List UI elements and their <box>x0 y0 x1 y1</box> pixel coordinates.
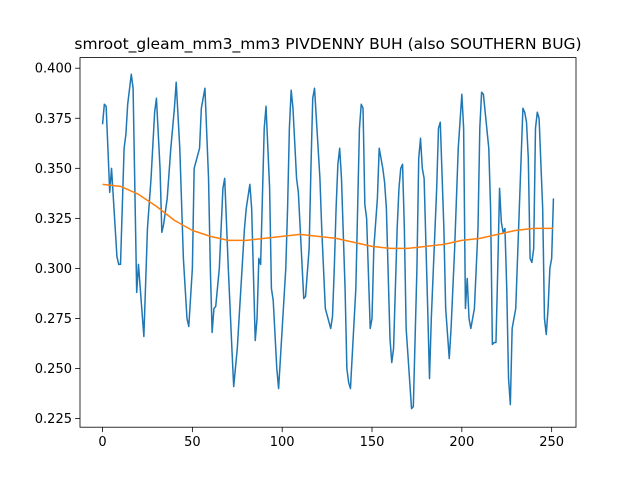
x-tick-label: 0 <box>98 435 106 450</box>
y-tick-label: 0.400 <box>35 62 72 77</box>
x-tick-label: 100 <box>270 435 295 450</box>
y-tick-label: 0.225 <box>35 412 72 427</box>
x-tick-label: 50 <box>184 435 201 450</box>
x-tick-label: 200 <box>449 435 474 450</box>
y-tick-label: 0.325 <box>35 212 72 227</box>
data-line <box>102 183 554 250</box>
data-line <box>101 73 555 410</box>
y-tick-label: 0.250 <box>35 362 72 377</box>
plot-frame <box>79 57 577 428</box>
y-tick-label: 0.300 <box>35 262 72 277</box>
y-tick-label: 0.350 <box>35 162 72 177</box>
y-tick-label: 0.375 <box>35 112 72 127</box>
x-tick-label: 250 <box>539 435 564 450</box>
x-tick-label: 150 <box>360 435 385 450</box>
chart-title: smroot_gleam_mm3_mm3 PIVDENNY BUH (also … <box>74 35 581 54</box>
y-tick-label: 0.275 <box>35 312 72 327</box>
